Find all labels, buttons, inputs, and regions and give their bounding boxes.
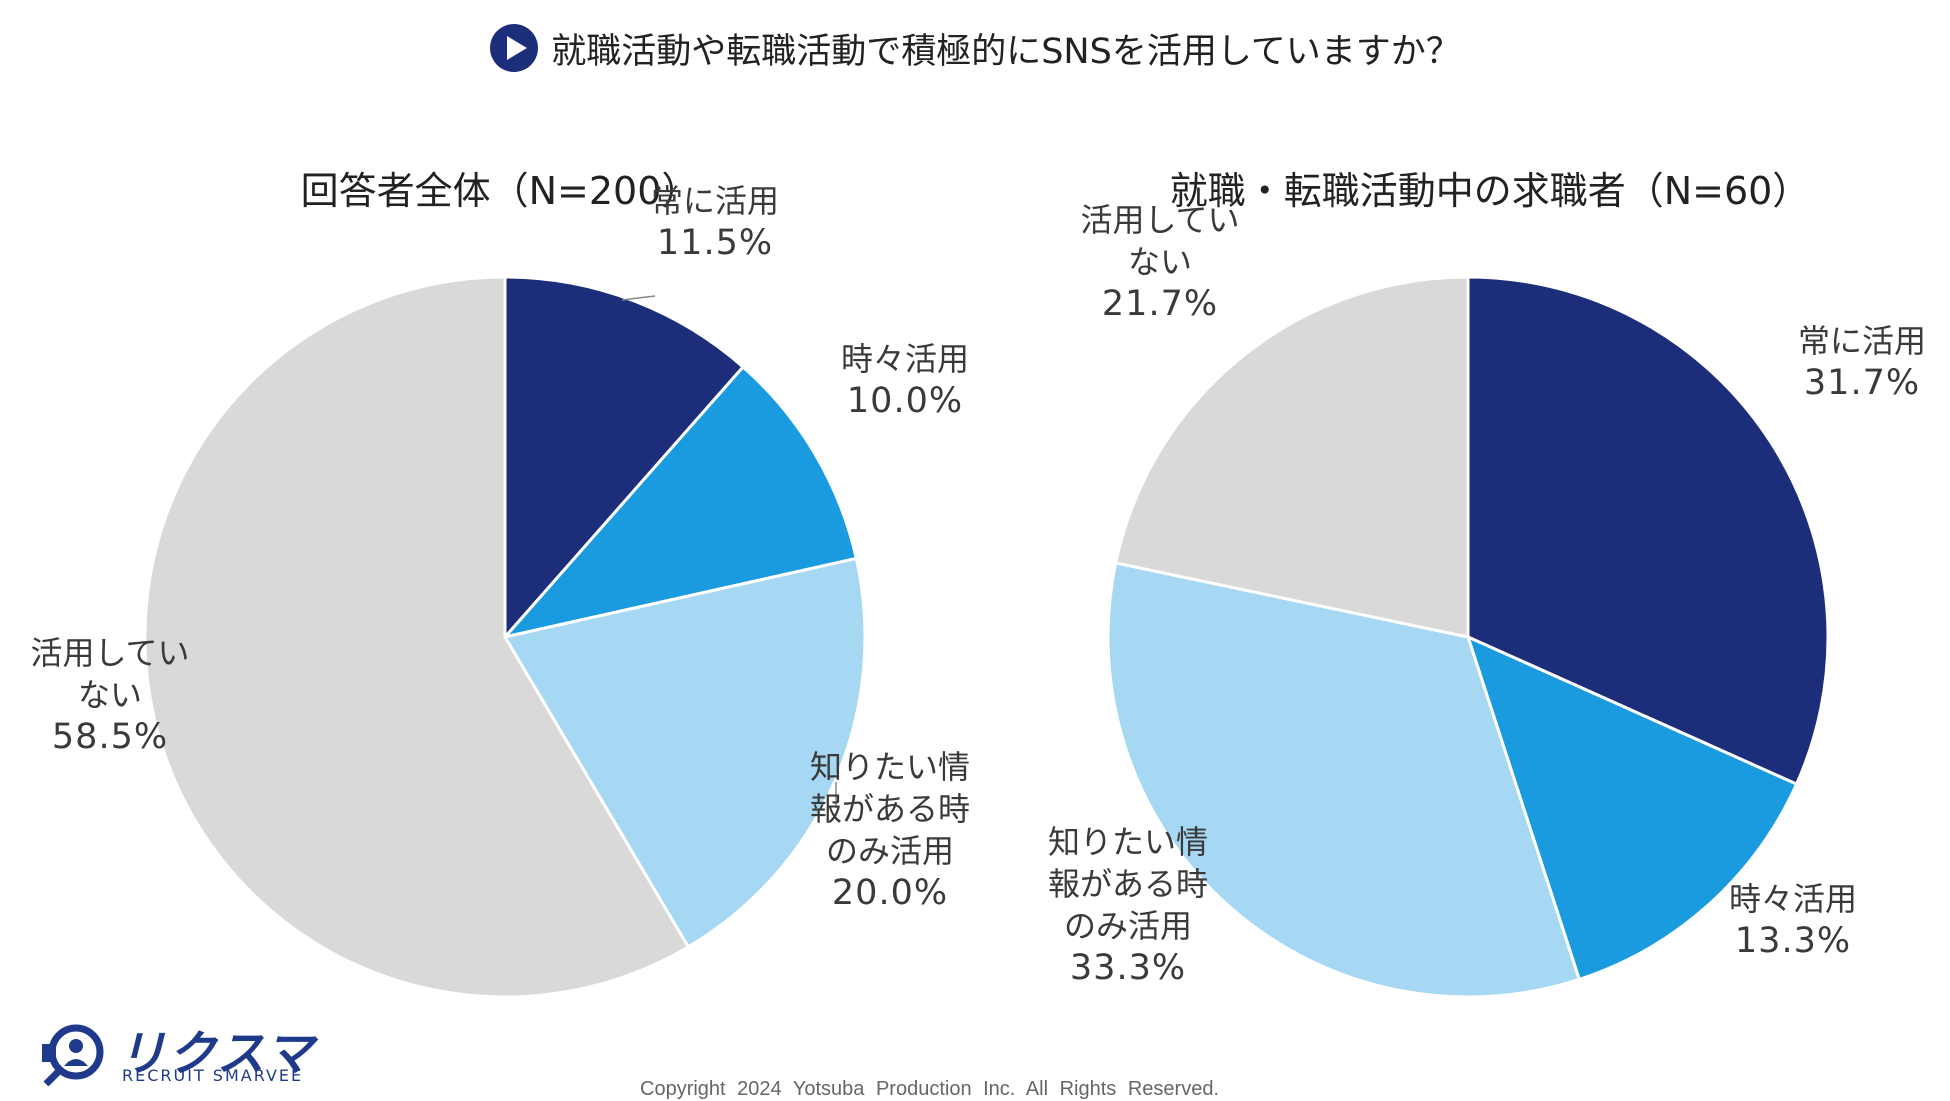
play-circle-icon <box>490 24 539 72</box>
slice-label-text: 時々活用 <box>1728 880 1857 918</box>
pie-slice-use-when-needed <box>1106 561 1582 999</box>
chart-title-overall: 回答者全体（N=200） <box>300 169 700 213</box>
slice-label-text: のみ活用 <box>825 832 954 870</box>
slice-value-label: 31.7% <box>1803 363 1921 403</box>
pie-slice-not-using <box>143 275 691 999</box>
pie-slice-sometimes-use <box>1465 634 1799 982</box>
title-bar: 就職活動や転職活動で積極的にSNSを活用していますか？ <box>0 18 1950 78</box>
slice-label-use-when-needed: 知りたい情報がある時のみ活用 33.3% <box>1028 821 1228 989</box>
slice-label-text: 報がある時 <box>1047 865 1208 903</box>
slice-label-text: 知りたい情 <box>1047 823 1208 861</box>
slice-label-text: 時々活用 <box>840 340 969 378</box>
slice-value-label: 11.5% <box>656 223 774 263</box>
slice-label-text: 活用してい <box>30 634 190 672</box>
slice-label-text: 活用してい <box>1080 201 1240 239</box>
slice-label-text: 知りたい情 <box>809 748 970 786</box>
slice-value-label: 58.5% <box>51 717 169 757</box>
slice-label-text: 常に活用 <box>1797 322 1926 360</box>
pie-slice-always-use <box>1466 275 1830 787</box>
magnifier-person-icon <box>42 1024 104 1086</box>
slice-value-label: 20.0% <box>831 873 949 913</box>
slice-label-text: 常に活用 <box>650 182 779 220</box>
pie-slice-sometimes-use <box>500 364 859 640</box>
logo: リクスマ RECRUIT SMARVEE <box>38 1022 348 1086</box>
slice-value-label: 10.0% <box>846 381 964 421</box>
slice-label-text: ない <box>1127 243 1192 281</box>
pie-slice-use-when-needed <box>502 556 867 949</box>
slice-label-use-when-needed: 知りたい情報がある時のみ活用 20.0% <box>790 746 990 914</box>
slice-label-not-using: 活用していない 21.7% <box>1060 199 1260 325</box>
pie-slice-not-using <box>1113 275 1470 639</box>
slice-label-text: 報がある時 <box>809 790 970 828</box>
copyright-notice: Copyright 2024 Yotsuba Production Inc. A… <box>640 1078 1219 1100</box>
logo-wordmark: リクスマ <box>118 1026 316 1082</box>
slice-label-not-using: 活用していない 58.5% <box>10 632 210 758</box>
slice-value-label: 21.7% <box>1101 284 1219 324</box>
slice-label-always-use: 常に活用 11.5% <box>615 180 815 264</box>
leader-line-always-use <box>621 295 656 301</box>
chart-title-jobseekers: 就職・転職活動中の求職者（N=60） <box>1169 169 1811 213</box>
slice-value-label: 33.3% <box>1069 948 1187 988</box>
slice-label-always-use: 常に活用 31.7% <box>1762 320 1950 404</box>
page-title: 就職活動や転職活動で積極的にSNSを活用していますか？ <box>551 31 1461 72</box>
slice-label-sometimes-use: 時々活用 13.3% <box>1693 878 1893 962</box>
pie-slice-always-use <box>503 275 746 641</box>
slice-label-sometimes-use: 時々活用 10.0% <box>805 338 1005 422</box>
slice-label-text: ない <box>77 676 142 714</box>
logo-subtext: RECRUIT SMARVEE <box>122 1066 304 1085</box>
slice-value-label: 13.3% <box>1734 921 1852 961</box>
slice-label-text: のみ活用 <box>1063 907 1192 945</box>
